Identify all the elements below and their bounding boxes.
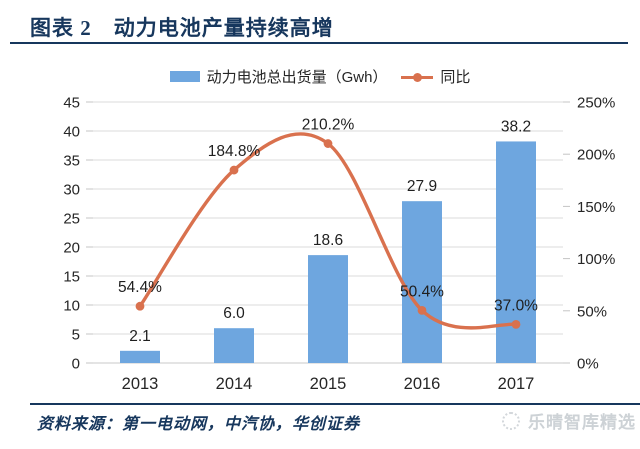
line-marker-2017 [511, 319, 521, 329]
legend-item-bar: 动力电池总出货量（Gwh） [169, 66, 388, 87]
bar-2014 [214, 328, 254, 363]
figure-title: 图表 2 动力电池产量持续高增 [30, 16, 334, 40]
left-axis-label: 45 [63, 95, 80, 112]
line-marker-2013 [135, 301, 145, 311]
bar-2015 [308, 255, 348, 363]
bar-2017 [496, 141, 536, 363]
bar-value-label: 2.1 [129, 328, 151, 345]
right-axis-label: 250% [577, 95, 615, 112]
line-value-label: 54.4% [118, 279, 162, 296]
x-axis-label: 2014 [216, 375, 253, 393]
bar-value-label: 18.6 [313, 232, 343, 249]
x-axis-label: 2017 [498, 375, 535, 393]
line-marker-2015 [323, 139, 333, 148]
footer-rule [30, 403, 640, 405]
x-axis-label: 2013 [122, 375, 159, 393]
bar-value-label: 38.2 [501, 118, 531, 135]
left-axis-label: 40 [63, 124, 80, 141]
right-axis-label: 100% [577, 251, 615, 268]
bar-series-swatch-icon [169, 71, 200, 82]
line-value-label: 210.2% [302, 117, 355, 134]
line-marker-2014 [229, 165, 239, 175]
chart-legend: 动力电池总出货量（Gwh） 同比 [0, 66, 640, 87]
right-axis-label: 50% [577, 303, 607, 320]
left-axis-label: 10 [63, 298, 80, 315]
line-value-label: 37.0% [494, 297, 538, 314]
title-underline [10, 42, 628, 44]
right-axis-label: 150% [577, 199, 615, 216]
bar-value-label: 27.9 [407, 178, 437, 195]
watermark: 乐晴智库精选 [502, 408, 636, 433]
x-axis-label: 2016 [404, 375, 441, 393]
line-series-label: 同比 [440, 69, 471, 86]
line-value-label: 50.4% [400, 283, 444, 300]
watermark-text: 乐晴智库精选 [528, 413, 636, 432]
left-axis-label: 0 [72, 356, 80, 373]
source-note: 资料来源：第一电动网，中汽协，华创证券 [37, 416, 361, 433]
left-axis-label: 30 [63, 182, 80, 199]
line-value-label: 184.8% [208, 143, 261, 160]
bar-2016 [402, 201, 442, 363]
x-axis-label: 2015 [310, 375, 347, 393]
bar-2013 [120, 350, 160, 363]
watermark-logo-icon [502, 411, 520, 430]
line-marker-2016 [417, 305, 427, 315]
line-series-swatch-icon [401, 72, 434, 82]
legend-item-line: 同比 [401, 66, 470, 87]
left-axis-label: 25 [63, 211, 80, 228]
left-axis-label: 15 [63, 269, 80, 286]
right-axis-label: 0% [577, 356, 599, 373]
left-axis-label: 20 [63, 240, 80, 257]
bar-series-label: 动力电池总出货量（Gwh） [206, 69, 388, 86]
left-axis-label: 5 [72, 327, 80, 344]
left-axis-label: 35 [63, 153, 80, 170]
bar-value-label: 6.0 [223, 305, 245, 322]
right-axis-label: 200% [577, 147, 615, 164]
